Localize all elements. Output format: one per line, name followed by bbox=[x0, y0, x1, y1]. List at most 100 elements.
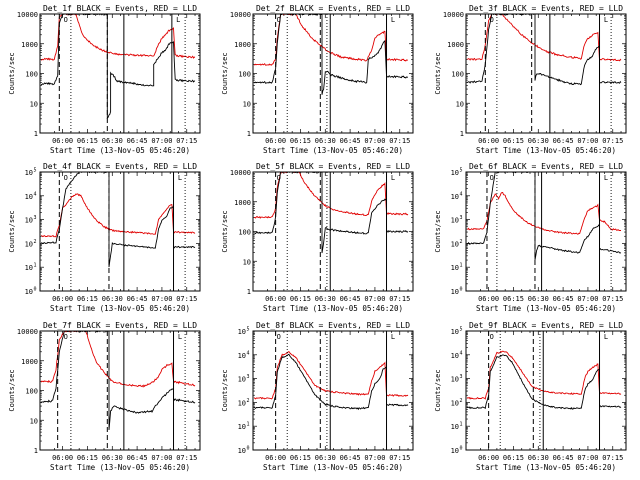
x-tick-label: 06:15 bbox=[77, 295, 98, 303]
y-tick-label: 10 bbox=[451, 240, 459, 248]
y-tick-exponent: 5 bbox=[247, 327, 250, 333]
x-axis-label: Start Time (13-Nov-05 05:46:20) bbox=[476, 304, 616, 313]
x-axis-label: Start Time (13-Nov-05 05:46:20) bbox=[263, 304, 403, 313]
x-tick-label: 07:15 bbox=[176, 454, 197, 462]
y-tick-label: 10 bbox=[451, 376, 459, 384]
detector-panel-5: Det_5f BLACK = Events, RED = LLD Counts/s… bbox=[221, 162, 414, 313]
x-axis-label: Start Time (13-Nov-05 05:46:20) bbox=[263, 146, 403, 155]
marker-letter: L bbox=[178, 333, 182, 341]
x-axis-label: Start Time (13-Nov-05 05:46:20) bbox=[476, 146, 616, 155]
detector-panel-3: Det_3f BLACK = Events, RED = LLD Counts/s… bbox=[434, 4, 627, 155]
panel-title: Det_4f BLACK = Events, RED = LLD bbox=[43, 162, 197, 171]
y-tick-exponent: 1 bbox=[34, 263, 37, 269]
plot-frame bbox=[252, 330, 414, 451]
x-tick-label: 06:00 bbox=[265, 137, 286, 145]
x-axis-label: Start Time (13-Nov-05 05:46:20) bbox=[476, 463, 616, 472]
x-tick-label: 06:30 bbox=[315, 137, 336, 145]
x-tick-label: 06:15 bbox=[77, 454, 98, 462]
x-axis-label: Start Time (13-Nov-05 05:46:20) bbox=[263, 463, 403, 472]
y-axis-label: Counts/sec bbox=[8, 52, 16, 94]
series-events bbox=[466, 354, 622, 410]
series-lld bbox=[466, 192, 621, 235]
x-axis-label: Start Time (13-Nov-05 05:46:20) bbox=[50, 146, 190, 155]
marker-letter: O bbox=[277, 333, 281, 341]
series-events bbox=[466, 172, 622, 260]
detector-panel-8: Det_8f BLACK = Events, RED = LLD Counts/s… bbox=[221, 321, 414, 472]
y-tick-exponent: 4 bbox=[460, 350, 463, 356]
marker-letter: L bbox=[176, 16, 180, 24]
y-tick-exponent: 4 bbox=[460, 191, 463, 197]
plot-area bbox=[41, 172, 196, 268]
panel-title: Det_6f BLACK = Events, RED = LLD bbox=[469, 162, 623, 171]
series-lld bbox=[41, 14, 196, 61]
x-axis-label: Start Time (13-Nov-05 05:46:20) bbox=[50, 304, 190, 313]
x-tick-label: 07:15 bbox=[176, 137, 197, 145]
y-tick-label: 10 bbox=[451, 169, 459, 177]
y-tick-label: 10 bbox=[25, 217, 33, 225]
y-tick-label: 1 bbox=[460, 130, 464, 138]
y-tick-exponent: 3 bbox=[34, 215, 37, 221]
series-lld bbox=[466, 350, 622, 400]
detector-panel-2: Det_2f BLACK = Events, RED = LLD Counts/s… bbox=[221, 4, 414, 155]
y-tick-exponent: 2 bbox=[460, 398, 463, 404]
y-tick-label: 1000 bbox=[234, 199, 251, 207]
x-tick-label: 06:45 bbox=[553, 295, 574, 303]
y-axis-label: Counts/sec bbox=[221, 369, 229, 411]
x-tick-label: 07:00 bbox=[364, 454, 385, 462]
plot-area bbox=[466, 172, 622, 260]
series-events bbox=[254, 172, 409, 254]
x-tick-label: 06:15 bbox=[290, 295, 311, 303]
plot-frame bbox=[39, 171, 201, 292]
y-tick-exponent: 0 bbox=[460, 287, 463, 293]
y-tick-label: 1000 bbox=[234, 41, 251, 49]
y-tick-label: 10 bbox=[238, 423, 246, 431]
panel-title: Det_7f BLACK = Events, RED = LLD bbox=[43, 321, 197, 330]
x-tick-label: 06:45 bbox=[127, 454, 148, 462]
x-tick-label: 06:15 bbox=[290, 137, 311, 145]
y-tick-exponent: 2 bbox=[34, 239, 37, 245]
y-tick-label: 10 bbox=[451, 264, 459, 272]
series-events bbox=[40, 14, 196, 119]
x-tick-label: 06:00 bbox=[52, 454, 73, 462]
x-tick-label: 07:00 bbox=[577, 295, 598, 303]
x-tick-label: 06:00 bbox=[478, 454, 499, 462]
y-tick-exponent: 5 bbox=[460, 327, 463, 333]
x-tick-label: 06:30 bbox=[315, 454, 336, 462]
y-tick-exponent: 4 bbox=[34, 191, 37, 197]
x-tick-label: 06:45 bbox=[340, 137, 361, 145]
plot-area bbox=[254, 172, 409, 254]
y-tick-label: 10 bbox=[243, 100, 251, 108]
y-tick-label: 1000 bbox=[447, 41, 464, 49]
marker-letter: O bbox=[490, 333, 494, 341]
marker-letter: L bbox=[604, 16, 608, 24]
series-lld bbox=[253, 351, 409, 400]
y-tick-label: 10000 bbox=[230, 11, 251, 19]
detector-panel-7: Det_7f BLACK = Events, RED = LLD Counts/s… bbox=[8, 321, 201, 472]
y-tick-label: 10 bbox=[243, 258, 251, 266]
y-tick-exponent: 0 bbox=[247, 446, 250, 452]
x-tick-label: 06:45 bbox=[553, 454, 574, 462]
y-tick-label: 10 bbox=[25, 288, 33, 296]
y-tick-label: 10 bbox=[451, 352, 459, 360]
x-tick-label: 07:15 bbox=[602, 137, 623, 145]
x-tick-label: 06:00 bbox=[265, 454, 286, 462]
x-tick-label: 07:00 bbox=[577, 137, 598, 145]
y-tick-label: 1000 bbox=[21, 41, 38, 49]
y-tick-exponent: 4 bbox=[247, 350, 250, 356]
y-tick-exponent: 0 bbox=[34, 287, 37, 293]
x-tick-label: 06:30 bbox=[528, 295, 549, 303]
y-tick-exponent: 0 bbox=[460, 446, 463, 452]
marker-letter: L bbox=[604, 174, 608, 182]
y-tick-label: 10 bbox=[451, 217, 459, 225]
plot-frame bbox=[252, 13, 414, 134]
y-tick-exponent: 2 bbox=[247, 398, 250, 404]
y-tick-label: 10 bbox=[451, 328, 459, 336]
marker-letter: L bbox=[391, 333, 395, 341]
x-tick-label: 06:15 bbox=[503, 137, 524, 145]
marker-letter: L bbox=[604, 333, 608, 341]
y-tick-exponent: 3 bbox=[460, 215, 463, 221]
marker-letter: O bbox=[64, 16, 68, 24]
y-tick-label: 10 bbox=[30, 100, 38, 108]
detector-panel-4: Det_4f BLACK = Events, RED = LLD Counts/s… bbox=[8, 162, 201, 313]
y-tick-exponent: 5 bbox=[460, 168, 463, 174]
